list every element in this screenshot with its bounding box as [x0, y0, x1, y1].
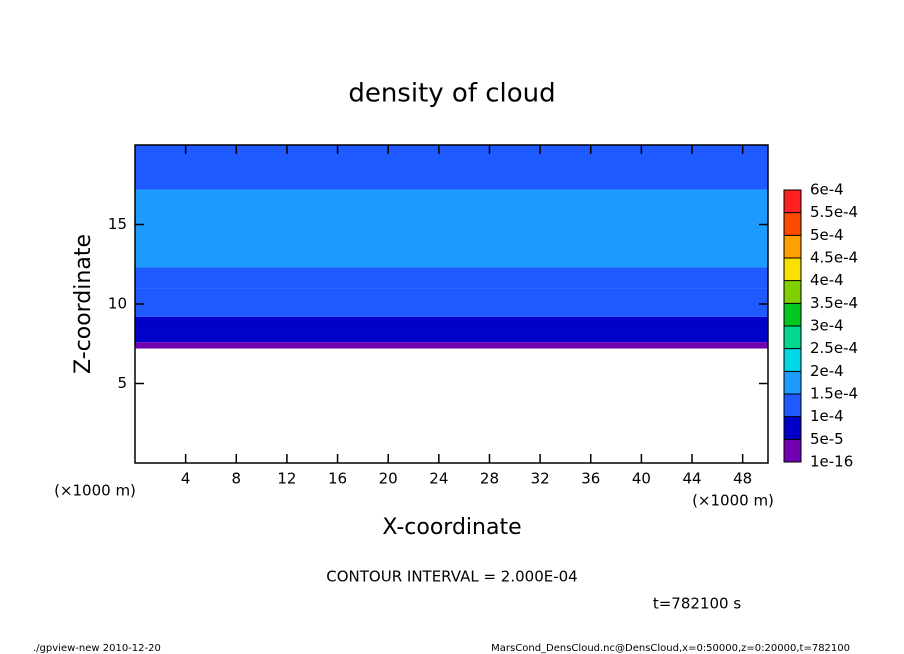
contour-band [135, 331, 768, 343]
y-tick-label: 5 [117, 374, 127, 392]
colorbar-box [784, 303, 801, 326]
colorbar-box [784, 348, 801, 372]
x-tick-label: 24 [429, 470, 448, 488]
colorbar-label: 2.5e-4 [810, 339, 858, 357]
y-axis-label: Z-coordinate [71, 234, 96, 374]
contour-interval: CONTOUR INTERVAL = 2.000E-04 [326, 568, 577, 586]
x-tick-label: 48 [733, 470, 752, 488]
x-tick-label: 8 [232, 470, 242, 488]
chart-title: density of cloud [348, 79, 555, 109]
y-tick-label: 10 [108, 295, 127, 313]
x-tick-label: 40 [632, 470, 651, 488]
colorbar-box [784, 439, 801, 462]
x-tick-label: 32 [531, 470, 550, 488]
colorbar-box [784, 258, 801, 281]
colorbar-label: 3.5e-4 [810, 294, 858, 312]
colorbar-box [784, 190, 801, 213]
colorbar-label: 2e-4 [810, 362, 844, 380]
footer-left: ./gpview-new 2010-12-20 [33, 643, 161, 654]
time-label: t=782100 s [653, 595, 741, 613]
colorbar-box [784, 326, 801, 349]
x-tick-label: 4 [181, 470, 191, 488]
colorbar-label: 1e-4 [810, 407, 844, 425]
colorbar-label: 1e-16 [810, 453, 853, 471]
x-tick-label: 16 [328, 470, 347, 488]
colorbar-label: 1.5e-4 [810, 385, 858, 403]
x-tick-label: 44 [682, 470, 701, 488]
x-tick-label: 12 [277, 470, 296, 488]
x-tick-label: 28 [480, 470, 499, 488]
colorbar-box [784, 371, 801, 394]
contour-band [135, 288, 768, 317]
contour-band [135, 316, 768, 332]
colorbar-label: 4e-4 [810, 271, 844, 289]
colorbar-label: 5.5e-4 [810, 203, 858, 221]
colorbar-box [784, 394, 801, 417]
y-unit: (×1000 m) [54, 482, 136, 500]
x-unit: (×1000 m) [692, 492, 774, 510]
contour-band [135, 267, 768, 289]
colorbar-box [784, 235, 801, 258]
contour-band [135, 145, 768, 190]
x-axis-label: X-coordinate [382, 515, 521, 540]
colorbar-box [784, 280, 801, 304]
colorbar-box [784, 416, 801, 440]
colorbar-label: 5e-5 [810, 430, 844, 448]
x-tick-label: 36 [581, 470, 600, 488]
colorbar-box [784, 212, 801, 236]
contour-band [135, 342, 768, 349]
colorbar-label: 5e-4 [810, 226, 844, 244]
colorbar-label: 6e-4 [810, 181, 844, 199]
x-tick-label: 20 [379, 470, 398, 488]
y-tick-label: 15 [108, 215, 127, 233]
colorbar-label: 3e-4 [810, 317, 844, 335]
colorbar-label: 4.5e-4 [810, 249, 858, 267]
footer-right: MarsCond_DensCloud.nc@DensCloud,x=0:5000… [491, 643, 850, 654]
contour-band [135, 189, 768, 268]
